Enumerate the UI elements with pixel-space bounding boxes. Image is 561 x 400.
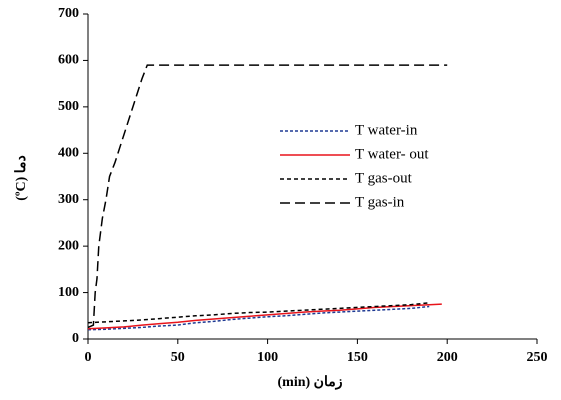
series-line — [87, 64, 448, 329]
y-axis-title: (ºC) دما — [14, 155, 29, 201]
x-tick-label: 250 — [527, 350, 548, 365]
x-tick-label: 100 — [257, 350, 278, 365]
x-tick-label: 200 — [437, 350, 458, 365]
x-tick-label: 150 — [347, 350, 368, 365]
legend-label: T water- out — [355, 146, 429, 162]
y-tick-label: 400 — [58, 146, 79, 161]
y-tick-label: 0 — [72, 331, 79, 346]
x-axis-title: (min) زمان — [278, 375, 343, 390]
legend-label: T water-in — [355, 122, 418, 138]
y-tick-label: 100 — [58, 285, 79, 300]
legend-label: T gas-in — [355, 194, 405, 210]
x-tick-label: 0 — [85, 350, 92, 365]
y-tick-label: 600 — [58, 53, 79, 68]
y-tick-label: 200 — [58, 238, 79, 253]
y-tick-label: 300 — [58, 192, 79, 207]
series-line — [87, 302, 430, 324]
y-tick-label: 700 — [58, 6, 79, 21]
x-tick-label: 50 — [171, 350, 185, 365]
series-line — [87, 305, 430, 331]
series-line — [87, 303, 442, 330]
legend-label: T gas-out — [355, 170, 413, 186]
y-tick-label: 500 — [58, 99, 79, 114]
